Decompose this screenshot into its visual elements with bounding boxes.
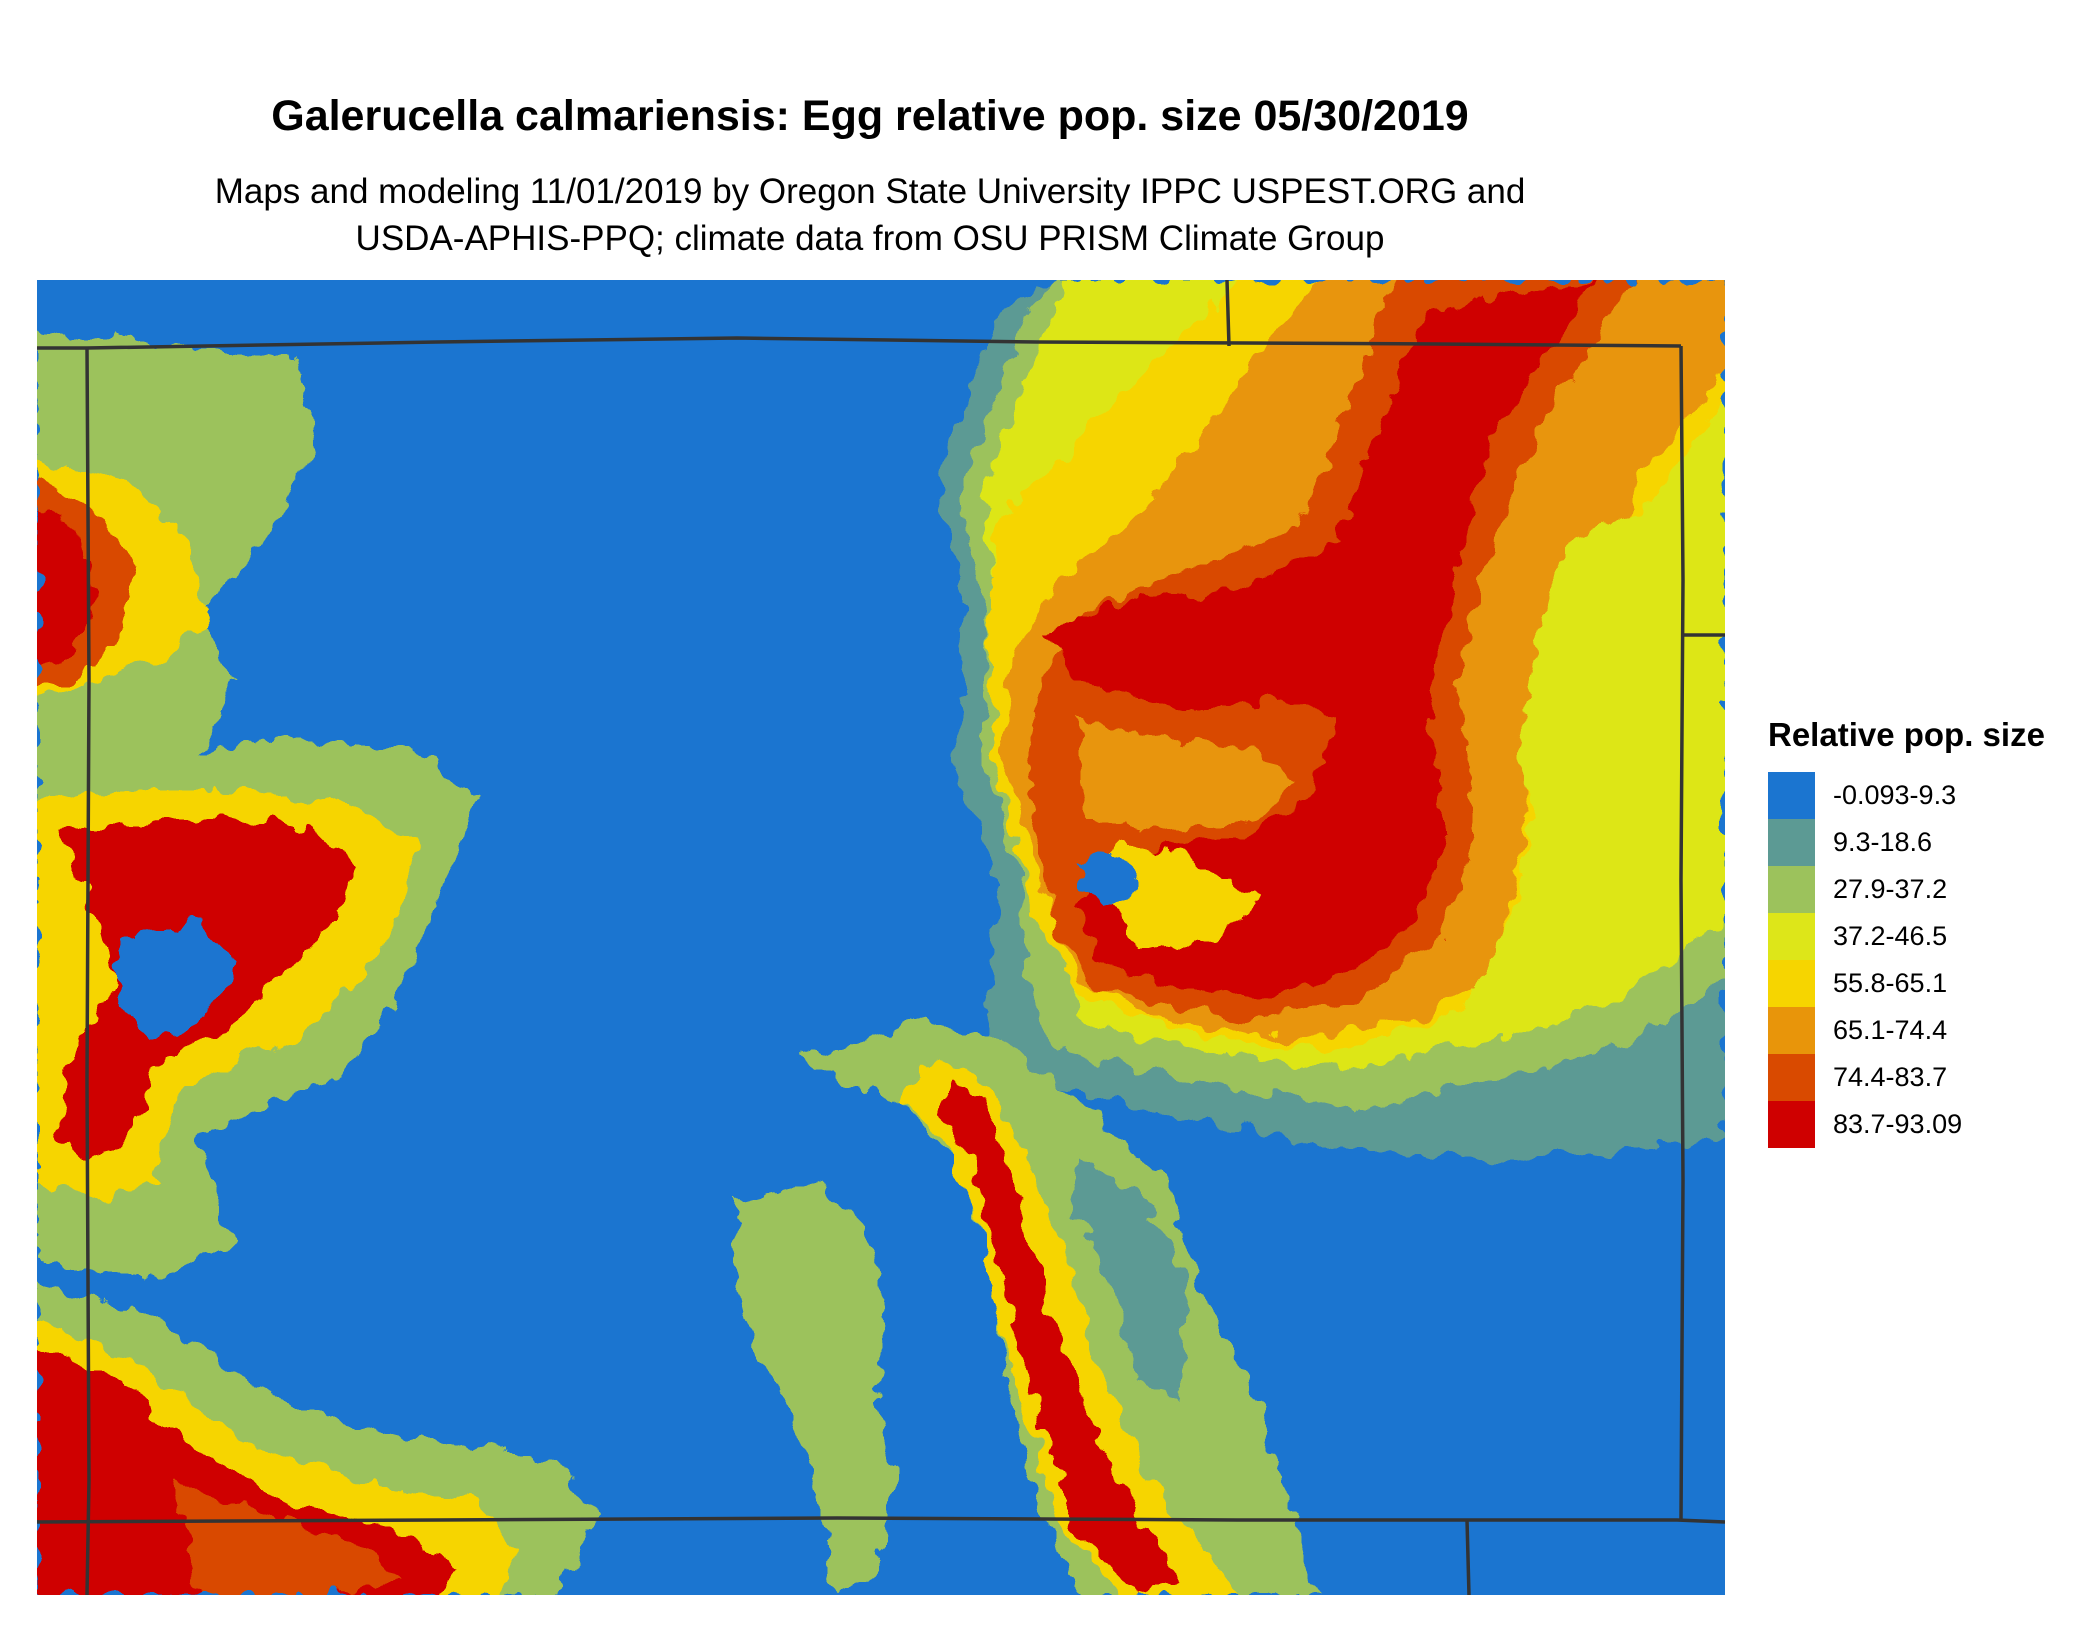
legend-items: -0.093-9.3 9.3-18.6 27.9-37.2 37.2-46.5 55.8… [1768,772,2045,1148]
legend-swatch [1768,1101,1815,1148]
population-raster-map [37,280,1725,1595]
zone-sw-orange [177,1480,397,1595]
zone-ne-inner-orange [1077,720,1297,830]
zone-ne-red-band [1047,280,1597,1000]
zone-river-red [937,1080,1177,1595]
map-title: Galerucella calmariensis: Egg relative p… [271,92,1469,140]
legend-label: 27.9-37.2 [1833,874,1948,904]
zone-sw-red [37,1350,457,1595]
legend-swatch [1768,1007,1815,1054]
legend-item: 74.4-83.7 [1768,1054,2045,1101]
legend: Relative pop. size -0.093-9.3 9.3-18.6 27.… [1768,716,2045,1148]
map-panel [37,280,1725,1595]
legend-label: 65.1-74.4 [1833,1015,1948,1045]
legend-item: 9.3-18.6 [1768,819,2045,866]
zone-river-teal [1077,1160,1187,1400]
state-boundaries [37,280,1725,1595]
legend-item: 55.8-65.1 [1768,960,2045,1007]
zone-west-inner-blue [117,920,237,1040]
zone-ne-lake [1077,850,1137,910]
legend-label: -0.093-9.3 [1833,780,1957,810]
zone-ne-inner-yellow [1107,840,1257,950]
legend-item: 65.1-74.4 [1768,1007,2045,1054]
legend-item: -0.093-9.3 [1768,772,2045,819]
zone-nw-green [37,330,317,610]
legend-title: Relative pop. size [1768,716,2045,753]
legend-swatch [1768,866,1815,913]
legend-swatch [1768,1054,1815,1101]
map-subtitle-line-1: Maps and modeling 11/01/2019 by Oregon S… [214,172,1526,211]
legend-swatch [1768,819,1815,866]
legend-swatch [1768,960,1815,1007]
zone-basin-green [737,1180,897,1595]
legend-label: 37.2-46.5 [1833,921,1948,951]
legend-swatch [1768,913,1815,960]
legend-label: 74.4-83.7 [1833,1062,1948,1092]
zone-east-yellowgreen [1517,480,1725,900]
legend-swatch [1768,772,1815,819]
legend-item: 27.9-37.2 [1768,866,2045,913]
legend-label: 9.3-18.6 [1833,827,1933,857]
legend-label: 55.8-65.1 [1833,968,1948,998]
legend-item: 83.7-93.09 [1768,1101,2045,1148]
legend-item: 37.2-46.5 [1768,913,2045,960]
map-subtitle-line-2: USDA-APHIS-PPQ; climate data from OSU PR… [355,219,1385,258]
legend-label: 83.7-93.09 [1833,1109,1963,1139]
zone-nw-red [37,510,97,670]
